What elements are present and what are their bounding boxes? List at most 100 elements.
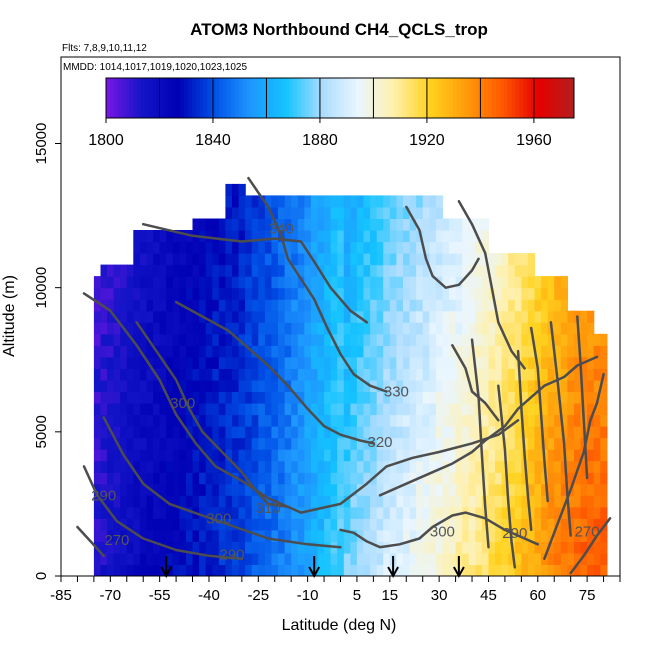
heatmap-cell (337, 310, 345, 323)
heatmap-cell (218, 391, 226, 404)
heatmap-cell (317, 472, 325, 485)
heatmap-cell (284, 552, 292, 565)
heatmap-cell (317, 506, 325, 519)
heatmap-cell (389, 322, 397, 335)
heatmap-cell (376, 333, 384, 346)
heatmap-cell (481, 449, 490, 462)
heatmap-cell (284, 333, 292, 346)
heatmap-cell (133, 345, 141, 358)
heatmap-cell (600, 345, 608, 358)
heatmap-cell (527, 379, 536, 392)
colorbar-swatch (250, 78, 255, 118)
heatmap-cell (232, 206, 240, 219)
heatmap-cell (232, 506, 240, 519)
heatmap-cell (284, 299, 292, 312)
heatmap-cell (153, 472, 161, 485)
heatmap-cell (495, 276, 503, 289)
heatmap-cell (245, 356, 253, 369)
heatmap-cell (455, 345, 463, 358)
heatmap-cell (271, 322, 279, 335)
heatmap-cell (350, 287, 358, 300)
heatmap-cell (258, 460, 266, 473)
heatmap-cell (258, 299, 266, 312)
heatmap-cell (350, 356, 358, 369)
heatmap-cell (133, 333, 141, 346)
heatmap-cell (442, 506, 450, 519)
heatmap-cell (343, 437, 351, 450)
heatmap-cell (356, 379, 365, 392)
heatmap-cell (297, 552, 305, 565)
heatmap-cell (159, 529, 167, 542)
heatmap-cell (495, 403, 503, 416)
heatmap-cell (291, 518, 299, 531)
heatmap-cell (587, 483, 595, 496)
heatmap-cell (389, 472, 397, 485)
heatmap-cell (389, 299, 397, 312)
heatmap-cell (541, 483, 549, 496)
heatmap-cell (166, 391, 174, 404)
heatmap-cell (258, 230, 266, 243)
heatmap-cell (146, 472, 154, 485)
heatmap-cell (120, 299, 128, 312)
heatmap-cell (212, 218, 220, 231)
heatmap-cell (350, 414, 358, 427)
heatmap-cell (389, 403, 397, 416)
heatmap-cell (192, 345, 200, 358)
heatmap-cell (370, 449, 378, 462)
heatmap-cell (264, 552, 273, 565)
heatmap-cell (146, 299, 154, 312)
colorbar-swatch (328, 78, 333, 118)
heatmap-cell (462, 345, 470, 358)
heatmap-cell (324, 310, 332, 323)
heatmap-cell (396, 264, 404, 277)
heatmap-cell (370, 391, 378, 404)
heatmap-cell (587, 564, 595, 576)
heatmap-cell (271, 241, 279, 254)
heatmap-cell (205, 241, 213, 254)
heatmap-cell (278, 541, 286, 554)
heatmap-cell (139, 287, 148, 300)
heatmap-cell (389, 333, 397, 346)
heatmap-cell (324, 206, 332, 219)
heatmap-cell (449, 345, 457, 358)
heatmap-cell (271, 564, 279, 576)
heatmap-cell (264, 241, 273, 254)
heatmap-cell (192, 356, 200, 369)
heatmap-cell (574, 518, 582, 531)
heatmap-cell (409, 276, 417, 289)
heatmap-cell (403, 449, 411, 462)
heatmap-cell (284, 518, 292, 531)
heatmap-cell (527, 287, 536, 300)
heatmap-cell (317, 437, 325, 450)
heatmap-cell (514, 495, 522, 508)
heatmap-cell (389, 437, 397, 450)
heatmap-cell (153, 230, 161, 243)
heatmap-cell (514, 518, 522, 531)
heatmap-cell (383, 379, 391, 392)
heatmap-cell (271, 472, 279, 485)
heatmap-cell (113, 518, 121, 531)
heatmap-cell (442, 299, 450, 312)
heatmap-cell (383, 495, 391, 508)
heatmap-cell (449, 264, 457, 277)
heatmap-cell (403, 276, 411, 289)
heatmap-cell (126, 356, 134, 369)
heatmap-cell (278, 472, 286, 485)
colorbar-swatch (230, 78, 236, 118)
heatmap-cell (291, 241, 299, 254)
heatmap-cell (435, 552, 444, 565)
heatmap-cell (449, 218, 457, 231)
heatmap-cell (422, 345, 430, 358)
heatmap-cell (521, 518, 529, 531)
heatmap-cell (449, 391, 457, 404)
heatmap-cell (574, 426, 582, 439)
heatmap-cell (337, 426, 345, 439)
heatmap-cell (199, 299, 207, 312)
heatmap-cell (541, 322, 549, 335)
heatmap-cell (449, 322, 457, 335)
heatmap-cell (501, 564, 509, 576)
heatmap-cell (343, 322, 351, 335)
heatmap-cell (93, 368, 102, 381)
heatmap-cell (291, 483, 299, 496)
heatmap-cell (225, 495, 233, 508)
